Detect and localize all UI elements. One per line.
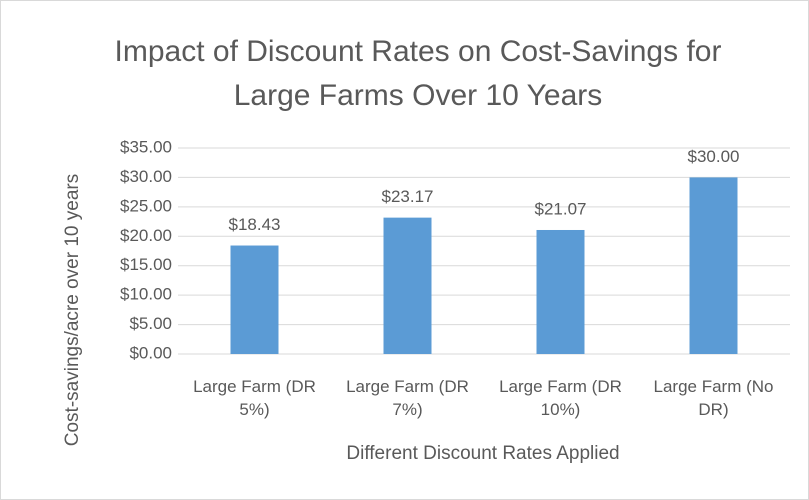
y-tick-label: $35.00 [120,137,172,156]
x-tick-label: Large Farm (DR 7%) [346,377,469,419]
data-label: $21.07 [535,199,587,218]
y-axis-label: Cost-savings/acre over 10 years [62,173,83,447]
y-tick-label: $25.00 [120,196,172,215]
bar [689,177,738,354]
bar [536,229,585,354]
y-tick-label: $30.00 [120,167,172,186]
y-tick-label: $10.00 [120,285,172,304]
y-tick-label: $20.00 [120,226,172,245]
x-tick-label: Large Farm (DR 5%) [193,377,316,419]
bar [230,245,279,354]
chart-title: Impact of Discount Rates on Cost-Savings… [114,35,722,112]
y-tick-label: $5.00 [129,314,172,333]
x-axis-label: Different Discount Rates Applied [346,443,620,464]
x-tick-label: Large Farm (No DR) [653,377,774,419]
data-label: $23.17 [382,187,434,206]
data-label: $30.00 [688,147,740,166]
data-label: $18.43 [229,215,281,234]
y-tick-label: $15.00 [120,255,172,274]
bar [383,217,432,354]
x-tick-label: Large Farm (DR 10%) [499,377,622,419]
y-tick-label: $0.00 [129,343,172,362]
